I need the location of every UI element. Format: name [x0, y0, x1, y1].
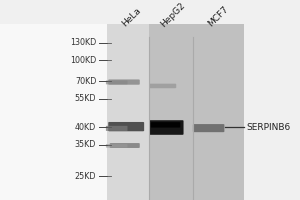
- FancyBboxPatch shape: [106, 144, 128, 148]
- Text: 130KD: 130KD: [70, 38, 96, 47]
- Text: 35KD: 35KD: [75, 140, 96, 149]
- FancyBboxPatch shape: [110, 143, 140, 148]
- Text: SERPINB6: SERPINB6: [247, 123, 291, 132]
- Text: MCF7: MCF7: [207, 5, 231, 29]
- FancyBboxPatch shape: [108, 122, 144, 131]
- Text: 70KD: 70KD: [75, 77, 96, 86]
- FancyBboxPatch shape: [106, 126, 128, 131]
- Text: HeLa: HeLa: [121, 6, 143, 29]
- FancyBboxPatch shape: [108, 79, 140, 85]
- Bar: [149, 24, 244, 200]
- Text: 25KD: 25KD: [75, 172, 96, 181]
- Text: HepG2: HepG2: [158, 1, 187, 29]
- Bar: [0, 24, 106, 200]
- Text: 55KD: 55KD: [75, 94, 96, 103]
- Text: 40KD: 40KD: [75, 123, 96, 132]
- FancyBboxPatch shape: [149, 84, 176, 88]
- Bar: [106, 24, 149, 200]
- FancyBboxPatch shape: [193, 124, 224, 132]
- FancyBboxPatch shape: [151, 122, 180, 128]
- FancyBboxPatch shape: [149, 120, 184, 135]
- Text: 100KD: 100KD: [70, 56, 96, 65]
- FancyBboxPatch shape: [106, 80, 128, 84]
